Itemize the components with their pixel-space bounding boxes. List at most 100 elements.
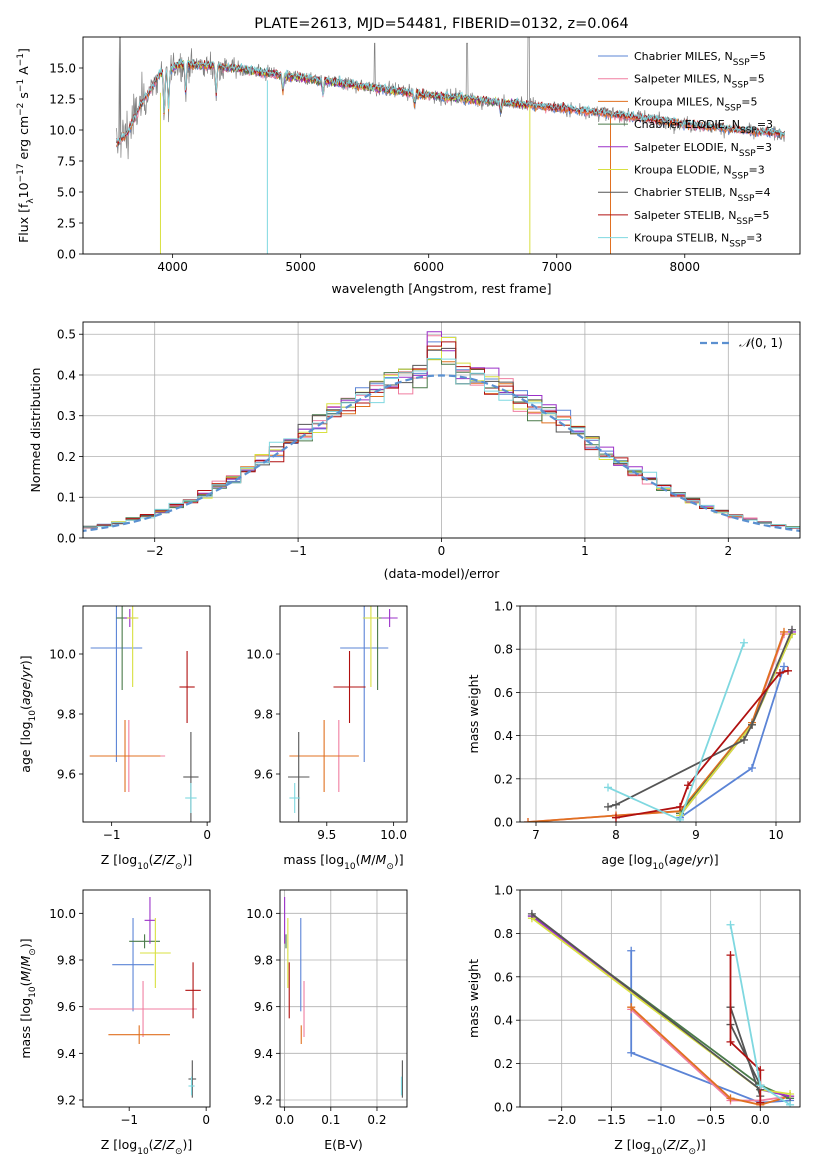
x-tick-label: 4000 — [157, 260, 188, 274]
axes-frame — [82, 605, 211, 823]
y-tick-label: 10.0 — [49, 648, 76, 662]
y-tick-label: 1.0 — [494, 884, 513, 898]
x-tick-label: 0.2 — [367, 1113, 386, 1127]
marker-salpeter_stelib — [784, 666, 792, 675]
x-tick-label: 9.5 — [317, 828, 336, 842]
marker-chabrier_stelib — [740, 735, 748, 744]
massweight_vs_age-panel: 7 8 9 10 0.0 0.2 0.4 0.6 0.8 1.0 age [log10(age/yr… — [466, 600, 801, 872]
marker-kroupa_miles — [780, 627, 788, 636]
x-tick-label: 10.0 — [380, 828, 407, 842]
y-tick-label: 9.6 — [254, 1000, 273, 1014]
plot-area — [89, 606, 199, 822]
legend-entry: Chabrier MILES, NSSP=5 — [634, 50, 766, 68]
y-tick-label: 0.8 — [494, 643, 513, 657]
y-tick-label: 0.2 — [494, 1057, 513, 1071]
x-tick-label: −1 — [289, 544, 307, 558]
spectrum-panel: 4000 5000 6000 7000 8000 0.0 2.5 5.0 7.5 10.0 12.5… — [16, 16, 801, 296]
series-kroupa_miles — [630, 1006, 791, 1106]
marker-salpeter_stelib — [726, 951, 735, 960]
y-tick-label: 1.0 — [494, 600, 513, 614]
plot-area — [115, 37, 785, 254]
residuals-panel: −2 −1 0 1 2 0.0 0.1 0.2 0.3 0.4 0.5 (data-model)/er… — [28, 321, 801, 581]
x-tick-label: 5000 — [285, 260, 316, 274]
y-tick-label: 0.3 — [57, 409, 76, 423]
marker-kroupa_stelib — [726, 920, 735, 929]
marker-salpeter_stelib — [726, 1037, 735, 1046]
y-tick-label: 15.0 — [49, 62, 76, 76]
marker-kroupa_stelib — [786, 1100, 795, 1107]
plot-area — [284, 897, 403, 1098]
axes-frame — [82, 36, 801, 255]
series-salpeter_miles — [527, 633, 785, 822]
marker-chabrier_miles — [627, 946, 636, 955]
legend: Chabrier MILES, NSSP=5 Salpeter MILES, NS… — [598, 50, 773, 250]
legend-entry: Kroupa ELODIE, NSSP=3 — [634, 164, 765, 182]
legend-entry: Kroupa STELIB, NSSP=3 — [634, 232, 762, 250]
x-tick-label: 0.1 — [321, 1113, 340, 1127]
marker-chabrier_miles — [627, 1048, 636, 1057]
y-tick-label: 0.2 — [57, 450, 76, 464]
series-chabrier_miles — [630, 950, 791, 1104]
y-axis-label: mass weight — [466, 674, 481, 753]
marker-salpeter_stelib — [776, 668, 784, 677]
legend-entry: Salpeter MILES, NSSP=5 — [634, 73, 765, 91]
axes-frame — [279, 605, 408, 823]
x-tick-label: 9 — [692, 828, 700, 842]
normal-curve — [83, 374, 800, 533]
y-tick-label: 0.0 — [57, 532, 76, 546]
x-tick-label: 0 — [202, 1113, 210, 1127]
x-tick-label: 6000 — [413, 260, 444, 274]
x-axis-label: Z [log10(Z/Z⊙)] — [101, 852, 193, 872]
x-tick-label: 7000 — [541, 260, 572, 274]
marker-salpeter_stelib — [612, 813, 620, 822]
mass_vs_Z-panel: −1 0 9.2 9.4 9.6 9.8 10.0 Z [log10(Z/Z⊙)] mass [… — [18, 889, 211, 1157]
y-tick-label: 9.6 — [57, 768, 76, 782]
x-axis-label: Z [log10(Z/Z⊙)] — [614, 1137, 706, 1157]
marker-chabrier_stelib — [527, 909, 536, 918]
y-axis-label: mass [log10(M/M⊙)] — [18, 938, 38, 1058]
series-chabrier_stelib — [607, 629, 793, 808]
legend-entry: Salpeter STELIB, NSSP=5 — [634, 209, 770, 227]
x-tick-label: 0.0 — [751, 1113, 770, 1127]
marker-kroupa_miles — [726, 1094, 735, 1103]
x-tick-label: 7 — [532, 828, 540, 842]
y-tick-label: 9.2 — [254, 1094, 273, 1108]
y-tick-label: 0.6 — [494, 686, 513, 700]
chart-title: PLATE=2613, MJD=54481, FIBERID=0132, z=0… — [254, 16, 628, 32]
y-tick-label: 9.4 — [254, 1047, 273, 1061]
x-tick-label: −1 — [120, 1113, 138, 1127]
y-tick-label: 9.6 — [254, 768, 273, 782]
legend-entry: 𝒩(0, 1) — [739, 336, 783, 350]
marker-kroupa_stelib — [756, 1081, 765, 1090]
x-tick-label: 2 — [724, 544, 732, 558]
marker-kroupa_miles — [524, 818, 532, 822]
x-tick-label: 8000 — [669, 260, 700, 274]
marker-chabrier_miles — [748, 764, 756, 772]
marker-chabrier_stelib — [748, 720, 756, 729]
y-axis-label: Flux [fλ10−17 erg cm−2 s−1 A−1] — [16, 48, 36, 243]
x-tick-label: 0 — [438, 544, 446, 558]
y-tick-label: 10.0 — [49, 124, 76, 138]
legend: 𝒩(0, 1) — [700, 336, 783, 350]
series-kroupa_miles — [527, 631, 785, 822]
y-tick-label: 0.1 — [57, 491, 76, 505]
y-tick-label: 12.5 — [49, 93, 76, 107]
legend-entry: Kroupa MILES, NSSP=5 — [634, 95, 758, 113]
plot-area — [288, 606, 398, 822]
x-axis-label: wavelength [Angstrom, rest frame] — [331, 281, 551, 296]
marker-kroupa_miles — [627, 1003, 636, 1012]
marker-salpeter_stelib — [756, 1098, 765, 1107]
x-tick-label: −1 — [103, 828, 121, 842]
y-tick-label: 0.6 — [494, 970, 513, 984]
marker-chabrier_stelib — [788, 625, 796, 634]
y-tick-label: 9.6 — [57, 1000, 76, 1014]
y-tick-label: 10.0 — [246, 907, 273, 921]
legend-entry: Chabrier STELIB, NSSP=4 — [634, 186, 771, 204]
axes-frame — [82, 889, 211, 1108]
x-axis-label: age [log10(age/yr)] — [601, 852, 718, 872]
y-tick-label: 0.0 — [494, 1101, 513, 1115]
y-tick-label: 0.5 — [57, 328, 76, 342]
y-tick-label: 9.8 — [57, 708, 76, 722]
model-kroupa_stelib — [116, 58, 785, 143]
x-axis-label: mass [log10(M/M⊙)] — [283, 852, 403, 872]
